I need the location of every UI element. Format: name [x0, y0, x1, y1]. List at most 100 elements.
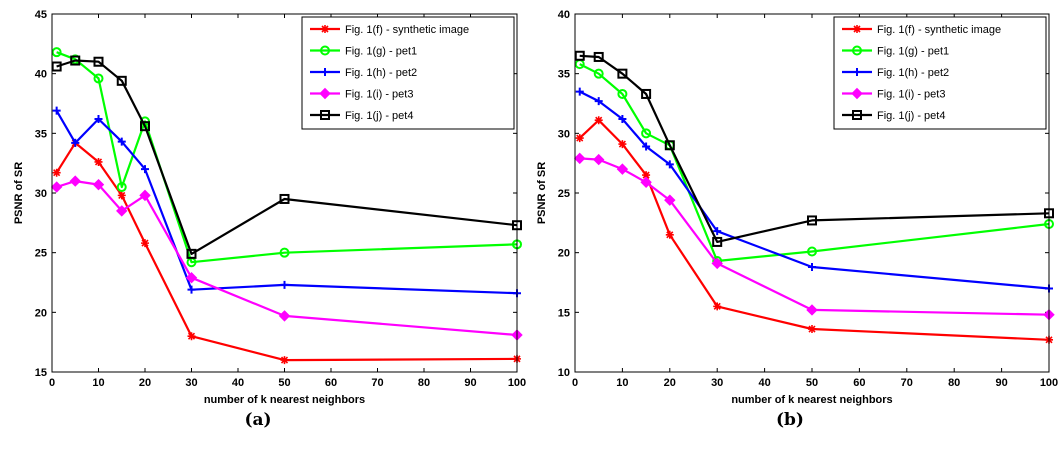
legend-label: Fig. 1(h) - pet2 — [877, 67, 949, 79]
x-tick-label: 0 — [49, 377, 55, 389]
data-point-marker — [806, 304, 818, 316]
chart-panel-a: 0 10 20 30 40 50 60 70 80 90 100 15 20 25 30 35 40 45 numb… — [13, 9, 526, 430]
data-point-marker — [640, 176, 652, 188]
legend-label: Fig. 1(f) - synthetic image — [345, 24, 469, 36]
legend-marker — [851, 87, 863, 100]
y-axis: 15 20 25 30 35 40 45 — [35, 9, 517, 379]
x-tick-label: 30 — [185, 377, 197, 389]
data-point-marker — [594, 97, 603, 106]
data-point-marker — [808, 262, 816, 271]
legend-entry: Fig. 1(f) - synthetic image — [842, 24, 1001, 36]
x-tick-label: 50 — [278, 377, 290, 389]
y-tick-label: 30 — [35, 188, 47, 200]
data-point-marker — [51, 47, 62, 58]
data-point-marker — [665, 160, 674, 169]
series-line — [578, 119, 1050, 341]
legend-entry: Fig. 1(g) - pet1 — [310, 45, 417, 58]
data-point-marker — [70, 55, 81, 66]
data-point-marker — [117, 191, 126, 200]
legend-marker — [319, 87, 331, 100]
x-axis: 0 10 20 30 40 50 60 70 80 90 100 — [572, 14, 1058, 389]
legend-label: Fig. 1(h) - pet2 — [345, 67, 417, 79]
legend-marker — [321, 25, 329, 33]
x-tick-label: 90 — [995, 377, 1007, 389]
legend-entry: Fig. 1(g) - pet1 — [842, 45, 949, 58]
x-axis-label: number of k nearest neighbors — [731, 394, 892, 406]
data-point-marker — [711, 257, 723, 270]
data-point-marker — [279, 193, 290, 204]
x-tick-label: 80 — [418, 377, 430, 389]
data-point-marker — [50, 181, 63, 193]
data-point-marker — [52, 168, 61, 177]
y-tick-label: 30 — [558, 128, 570, 140]
data-point-marker — [116, 205, 128, 217]
legend-label: Fig. 1(i) - pet3 — [877, 89, 945, 101]
legend-label: Fig. 1(i) - pet3 — [345, 89, 413, 101]
x-tick-label: 100 — [1040, 377, 1058, 389]
data-point-marker — [617, 68, 628, 79]
data-point-marker — [713, 302, 722, 311]
legend-entry: Fig. 1(j) - pet4 — [842, 110, 945, 122]
y-tick-label: 25 — [35, 248, 47, 260]
y-axis-label: PSNR of SR — [536, 162, 548, 224]
data-point-marker — [94, 157, 103, 166]
legend-entry: Fig. 1(h) - pet2 — [310, 67, 417, 79]
y-tick-label: 10 — [558, 367, 570, 379]
data-point-marker — [593, 68, 604, 79]
x-tick-label: 100 — [508, 377, 526, 389]
legend-entry: Fig. 1(h) - pet2 — [842, 67, 949, 79]
data-point-marker — [664, 194, 676, 206]
data-point-marker — [117, 137, 126, 146]
y-tick-label: 20 — [35, 307, 47, 319]
series-line — [55, 141, 518, 362]
data-point-marker — [593, 51, 604, 62]
data-point-marker — [139, 189, 151, 202]
x-tick-label: 70 — [901, 377, 913, 389]
x-tick-label: 70 — [371, 377, 383, 389]
legend-marker — [852, 110, 862, 120]
legend-entry: Fig. 1(i) - pet3 — [310, 87, 413, 101]
data-point-marker — [642, 171, 651, 180]
legend-marker — [852, 45, 862, 56]
legend-label: Fig. 1(g) - pet1 — [877, 46, 949, 58]
legend-marker — [320, 110, 330, 120]
y-tick-label: 25 — [558, 188, 570, 200]
data-point-marker — [808, 325, 816, 334]
data-point-marker — [665, 230, 674, 239]
x-tick-label: 50 — [806, 377, 818, 389]
data-point-marker — [713, 227, 722, 236]
data-point-marker — [575, 87, 584, 96]
legend-marker — [853, 25, 861, 33]
data-point-marker — [187, 285, 196, 294]
series-5 — [51, 55, 522, 259]
x-tick-label: 60 — [325, 377, 337, 389]
data-point-marker — [51, 61, 62, 72]
data-point-marker — [664, 140, 675, 151]
legend-marker — [853, 68, 861, 76]
y-tick-label: 40 — [35, 69, 47, 81]
panel-caption: (a) — [244, 410, 271, 430]
data-point-marker — [71, 138, 80, 147]
chart-panel-b: 0 10 20 30 40 50 60 70 80 90 10010152025303540numb… — [536, 9, 1058, 430]
legend-entry: Fig. 1(j) - pet4 — [310, 110, 413, 122]
data-point-marker — [140, 121, 150, 132]
series-line — [579, 90, 1050, 290]
x-axis-label: number of k nearest neighbors — [204, 394, 365, 406]
legend-marker — [321, 68, 329, 76]
data-point-marker — [93, 73, 104, 84]
data-point-marker — [574, 152, 586, 165]
data-point-marker — [92, 178, 105, 191]
legend-label: Fig. 1(j) - pet4 — [345, 110, 413, 122]
y-axis: 10 15 20 25 30 35 40 — [558, 9, 1049, 379]
series-3 — [52, 106, 521, 298]
data-point-marker — [69, 175, 81, 187]
x-tick-label: 30 — [711, 377, 723, 389]
series-line — [55, 110, 518, 295]
y-tick-label: 45 — [35, 9, 47, 21]
data-point-marker — [592, 153, 605, 166]
legend: Fig. 1(f) - synthetic image Fig. 1(g) - p… — [301, 16, 515, 130]
legend-label: Fig. 1(g) - pet1 — [345, 46, 417, 58]
y-tick-label: 15 — [558, 307, 570, 319]
y-axis-label: PSNR of SR — [13, 162, 25, 224]
